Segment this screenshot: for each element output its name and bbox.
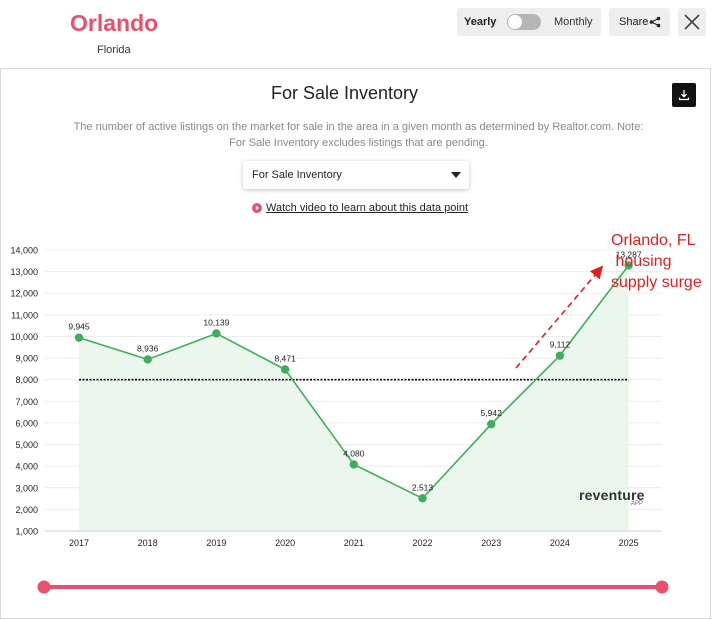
- x-tick-label: 2022: [412, 538, 432, 548]
- city-title: Orlando: [70, 10, 159, 36]
- area-path: [79, 265, 629, 531]
- y-tick-label: 10,000: [10, 332, 38, 342]
- y-tick-label: 5,000: [15, 440, 38, 450]
- data-label: 10,139: [203, 317, 229, 327]
- y-tick-label: 1,000: [15, 527, 38, 537]
- play-icon: [252, 203, 262, 213]
- data-label: 5,942: [481, 408, 503, 418]
- period-switch-knob: [508, 15, 522, 29]
- data-point: [143, 355, 152, 364]
- x-tick-label: 2018: [138, 538, 158, 548]
- toggle-yearly-label[interactable]: Yearly: [464, 16, 497, 28]
- card-title: For Sale Inventory: [270, 83, 419, 103]
- data-point: [280, 365, 290, 374]
- annotation-line: Orlando, FL: [611, 232, 696, 249]
- annotation-line: supply surge: [611, 274, 702, 291]
- y-tick-label: 4,000: [15, 462, 38, 472]
- download-button[interactable]: [672, 83, 696, 107]
- data-label: 9,112: [550, 340, 571, 350]
- trend-arrow: [515, 265, 604, 369]
- y-tick-label: 14,000: [10, 246, 38, 256]
- x-tick-label: 2023: [481, 538, 501, 548]
- data-label: 2,513: [412, 482, 434, 492]
- slider-handle-start: [37, 580, 51, 594]
- period-switch[interactable]: [507, 14, 541, 30]
- y-tick-label: 6,000: [15, 418, 38, 428]
- data-point: [212, 329, 221, 338]
- y-tick-label: 13,000: [10, 267, 38, 277]
- x-tick-label: 2024: [550, 538, 570, 548]
- brand-sub: APP: [630, 501, 643, 507]
- annotation-line: housing: [611, 253, 672, 270]
- data-label: 8,471: [274, 354, 296, 364]
- data-point: [555, 351, 565, 360]
- annotation-text: Orlando, FL housing supply surge: [611, 230, 715, 293]
- data-point: [487, 419, 496, 429]
- axes: 1,000 2,000 3,000 4,000 5,000 6,000 7,000 8,000…: [10, 246, 662, 548]
- data-label: 4,080: [343, 448, 365, 458]
- data-point: [624, 261, 633, 270]
- y-tick-label: 12,000: [10, 289, 38, 299]
- metric-select[interactable]: For Sale Inventory: [243, 161, 469, 189]
- share-icon: [649, 16, 661, 28]
- slider-handle-end: [655, 580, 669, 594]
- close-icon: [684, 14, 700, 30]
- data-label: 9,945: [68, 322, 90, 332]
- share-label: Share: [619, 16, 649, 28]
- data-label: 8,936: [137, 343, 159, 353]
- range-slider[interactable]: [37, 580, 669, 594]
- chevron-down-icon: [451, 172, 461, 178]
- data-label: 13,287: [616, 249, 642, 259]
- close-button[interactable]: [678, 8, 706, 36]
- x-tick-label: 2025: [619, 538, 639, 548]
- y-tick-label: 9,000: [15, 354, 38, 364]
- metric-select-value: For Sale Inventory: [252, 169, 342, 181]
- data-labels: 9,945 8,936 10,139 8,471 4,080 2,513 5,942 9,11…: [68, 249, 642, 492]
- state-subtitle: Florida: [97, 44, 131, 56]
- y-tick-label: 8,000: [15, 375, 38, 385]
- watch-video-text: Watch video to learn about this data poi…: [266, 202, 468, 214]
- data-point: [349, 460, 358, 469]
- reventure-logo: reventure APP: [579, 487, 645, 507]
- share-button[interactable]: Share: [609, 8, 670, 36]
- period-toggle[interactable]: Yearly Monthly: [457, 8, 601, 36]
- area-fill: [79, 265, 629, 531]
- toggle-monthly-label[interactable]: Monthly: [554, 16, 593, 28]
- data-point: [418, 494, 427, 503]
- chart-description: The number of active listings on the mar…: [73, 121, 644, 149]
- data-points: [74, 261, 633, 503]
- x-tick-label: 2021: [344, 538, 364, 548]
- download-icon: [678, 90, 690, 101]
- y-tick-label: 11,000: [11, 310, 38, 320]
- y-tick-label: 7,000: [15, 397, 38, 407]
- y-tick-label: 3,000: [15, 483, 38, 493]
- data-point: [74, 333, 84, 342]
- header: Orlando Florida Yearly Monthly Share: [0, 0, 715, 68]
- x-tick-label: 2020: [275, 538, 295, 548]
- brand-name: reventure: [579, 487, 645, 503]
- x-tick-label: 2019: [206, 538, 226, 548]
- x-tick-label: 2017: [69, 538, 89, 548]
- y-tick-label: 2,000: [15, 505, 38, 515]
